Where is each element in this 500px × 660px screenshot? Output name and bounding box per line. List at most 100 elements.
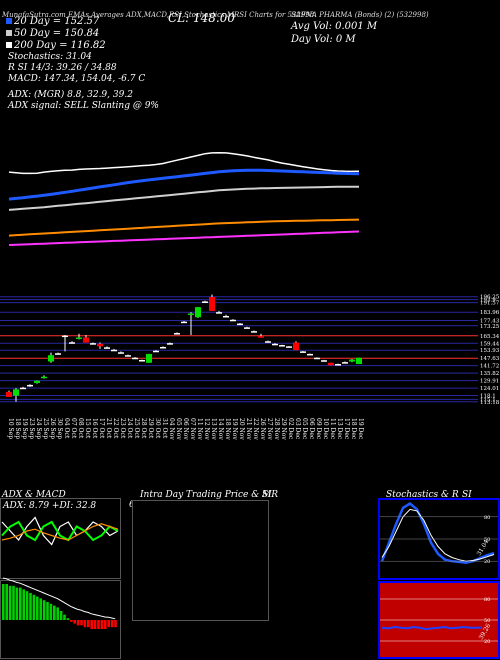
macd-bar	[22, 589, 25, 620]
macd-bar	[46, 602, 49, 620]
macd-bar	[107, 620, 110, 628]
price-level-label: 159.44	[480, 341, 500, 347]
candle-body	[335, 364, 341, 366]
candle-body	[160, 346, 166, 349]
price-level-label: 118.1	[480, 394, 496, 400]
date-label: 18 Dec	[350, 418, 357, 440]
price-level-label: 124.01	[480, 386, 499, 392]
macd-bar	[25, 591, 29, 620]
candle-body	[286, 346, 292, 348]
price-level-label: 135.82	[480, 371, 499, 377]
ema-line	[8, 168, 360, 201]
macd-bar	[83, 620, 87, 628]
date-label: 24 Oct	[126, 418, 133, 439]
intraday-si: SI	[262, 490, 272, 500]
candle-body	[188, 313, 194, 315]
macd-bar	[19, 587, 22, 620]
date-label: 04 Nov	[168, 418, 175, 440]
price-level-label: 183.96	[480, 310, 500, 316]
candle-body	[27, 384, 33, 387]
date-label: 16 Oct	[91, 418, 98, 439]
macd-histogram	[2, 577, 117, 629]
candle-body	[300, 351, 306, 353]
ema-line	[8, 230, 360, 246]
macd-bar	[90, 620, 93, 629]
date-label: 28 Nov	[273, 418, 280, 440]
candle-body	[258, 336, 264, 338]
rsi-tick: 80	[484, 597, 490, 603]
stoch-tick: 50	[484, 537, 490, 543]
candle-body	[13, 389, 19, 396]
candle-body	[314, 357, 320, 360]
candle-body	[118, 352, 124, 354]
date-label: 20 Nov	[238, 418, 245, 440]
candle-body	[237, 323, 243, 326]
candle-body	[167, 343, 173, 345]
candle-body	[349, 359, 355, 362]
close-price: CL: 148.00	[168, 11, 235, 25]
candle-body	[20, 387, 26, 390]
candle-body	[244, 327, 250, 329]
candle-body	[265, 341, 271, 343]
macd-bar	[110, 620, 114, 628]
macd-bar	[2, 584, 5, 620]
macd-line	[2, 577, 116, 620]
date-label: 11 Nov	[196, 418, 203, 440]
candle-body	[48, 355, 54, 362]
price-level-label: 191.57	[480, 301, 500, 307]
candle-body	[153, 350, 159, 353]
candle-body	[90, 343, 96, 345]
macd-bar	[53, 605, 56, 620]
candle-body	[202, 301, 208, 303]
macd-bar	[12, 585, 15, 620]
date-label: 23 Oct	[119, 418, 126, 439]
intraday-panel	[132, 500, 269, 621]
date-label: 25 Oct	[133, 418, 140, 439]
price-level-label: 147.63	[480, 356, 500, 362]
price-level-label: 177.43	[480, 318, 500, 324]
date-label: 11 Dec	[329, 418, 336, 440]
macd-bar	[36, 596, 39, 620]
macd-bar	[93, 620, 97, 629]
date-label: 07 Nov	[189, 418, 196, 440]
price-level-label: 113.18	[480, 400, 500, 406]
candle-body	[279, 345, 285, 347]
stoch-tick: 20	[484, 559, 490, 565]
candle-body	[293, 342, 299, 351]
macd-bar	[39, 598, 42, 620]
date-label: 19 Sep	[21, 418, 28, 439]
header-site-text: MunafaSutra.com EMAs Averages ADX,MACD,R…	[2, 11, 315, 19]
macd-bar	[104, 620, 107, 629]
macd-bar	[73, 620, 76, 624]
candles	[6, 294, 362, 402]
legend-ema50: 50 Day = 150.84	[6, 28, 99, 39]
macd-bar	[32, 594, 36, 620]
rsi-tick: 50	[484, 618, 490, 624]
adx-lines	[1, 516, 119, 546]
macd-bar	[97, 620, 100, 629]
price-level-label: 193.9	[480, 298, 496, 304]
date-label: 26 Nov	[259, 418, 266, 440]
intraday-six: 6	[129, 500, 135, 510]
candle-body	[251, 331, 257, 333]
date-label: 26 Sep	[49, 418, 56, 439]
candle-body	[146, 353, 152, 363]
stoch-rsi-si: SI	[462, 490, 472, 500]
rsi-line	[381, 625, 483, 631]
macd-bar	[8, 585, 12, 620]
legend-swatch-icon	[6, 18, 12, 24]
candle-body	[111, 349, 117, 352]
candle-body	[55, 353, 61, 355]
legend-swatch-icon	[6, 42, 12, 48]
macd-bar	[49, 603, 53, 620]
date-label: 18 Sep	[14, 418, 21, 439]
candle-body	[174, 333, 180, 335]
intraday-title: Intra Day Trading Price & MR	[140, 490, 279, 500]
price-level-label: 141.72	[480, 364, 499, 370]
date-label: 06 Dec	[308, 418, 315, 440]
candle-body	[321, 360, 327, 362]
date-label: 30 Sep	[56, 418, 63, 439]
date-label: 10 Dec	[322, 418, 329, 440]
candle-body	[181, 321, 187, 324]
date-label: 14 Nov	[217, 418, 224, 440]
